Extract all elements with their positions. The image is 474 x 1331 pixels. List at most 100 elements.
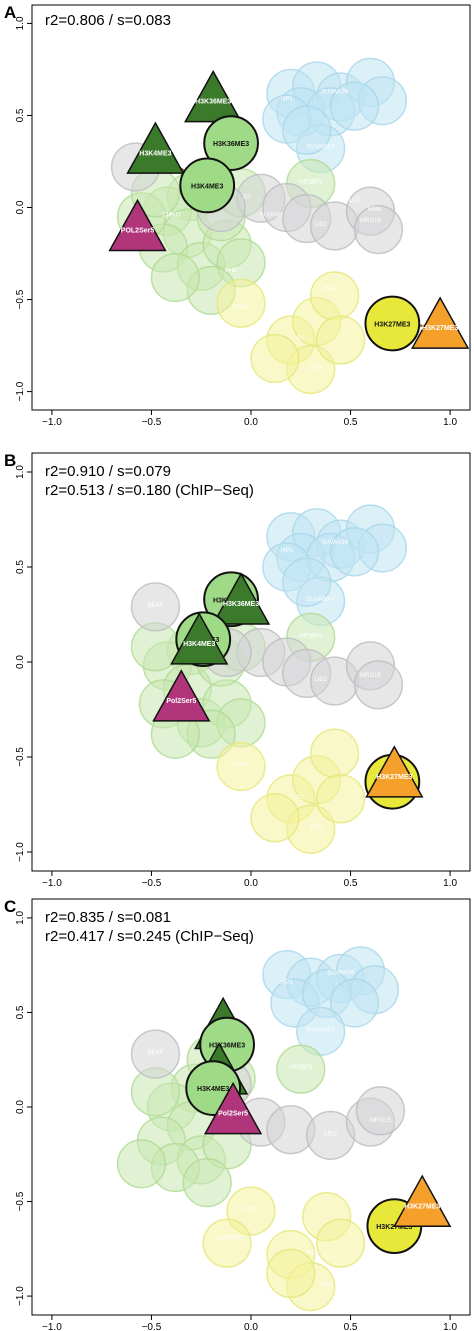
marker-label: H3K27ME3 <box>376 1224 412 1231</box>
yellow-cloud-circle <box>315 315 366 365</box>
gray-cloud-circle <box>353 204 404 255</box>
panel-c: C SUVAR39 HP1 SUVAR3-7 HP1BP3 BEAF LID2 MRG15 D… <box>4 897 471 1331</box>
background-label: DSP1 <box>233 763 249 769</box>
blue-cloud-circle <box>329 978 380 1028</box>
panel-c-stat-2: r2=0.417 / s=0.245 (ChIP−Seq) <box>45 928 254 945</box>
panel-a-letter: A <box>4 3 16 22</box>
gray-cloud-circle <box>130 582 181 632</box>
panel-a-clouds <box>110 57 408 395</box>
panel-a-background-labels: SUVAR39 HP1 SUVAR3-7 HP1BP3 LOT D1 BRM MRG15 LID… <box>163 89 382 371</box>
x-tick-label: −0.5 <box>142 417 162 428</box>
background-label: SUVAR3-7 <box>306 597 336 603</box>
y-tick-label: 0.0 <box>15 200 26 214</box>
marker-label: Pol2Ser5 <box>166 698 196 705</box>
background-label: DSP1 <box>243 1207 259 1213</box>
y-tick-label: 0.5 <box>15 1005 26 1019</box>
marker-label: H3K27ME3 <box>422 325 458 332</box>
marker-triangle <box>184 69 243 123</box>
y-tick-label: −0.5 <box>15 1191 26 1211</box>
y-tick-label: −1.0 <box>15 1286 26 1306</box>
background-label: HP1 <box>281 980 293 986</box>
marker-label: H3K36ME3 <box>213 141 249 148</box>
yellow-cloud-circle <box>216 741 266 792</box>
marker-label: H3K36ME3 <box>195 99 231 106</box>
background-label: PC <box>307 1250 316 1256</box>
background-label: HP1 <box>281 97 293 103</box>
panel-b: B SUVAR39 HP1 SUVAR3-7 HP1BP3 BEAF LID2 MRG15 D… <box>4 451 471 889</box>
panel-b-letter: B <box>4 451 16 470</box>
x-tick-label: 1.0 <box>443 878 457 889</box>
panel-c-background-labels: SUVAR39 HP1 SUVAR3-7 HP1BP3 BEAF LID2 MRG15 DSP… <box>148 971 392 1289</box>
y-tick-label: 0.5 <box>15 108 26 122</box>
x-tick-label: −0.5 <box>142 1322 162 1331</box>
marker-circle <box>203 115 259 171</box>
background-label: E(Z) <box>311 366 323 372</box>
background-label: LOT <box>349 198 361 204</box>
panel-c-letter: C <box>4 897 16 916</box>
marker-circle <box>179 157 236 214</box>
x-tick-label: −0.5 <box>142 878 162 889</box>
background-label: HP1 <box>281 548 293 554</box>
panel-a-axes: −1.0 −0.5 0.0 0.5 1.0 1.0 0.5 0.0 −0.5 −1.0 <box>15 16 457 428</box>
yellow-cloud-circle <box>202 1218 252 1268</box>
background-label: SUVAR39 <box>321 540 349 546</box>
background-label: SUVAR3-7 <box>306 145 336 151</box>
background-label: H3K9ME3 <box>217 1235 245 1241</box>
background-label: SUVAR39 <box>327 971 355 977</box>
x-tick-label: 0.0 <box>244 417 258 428</box>
background-label: LID2 <box>314 222 327 228</box>
marker-label: H3K27ME3 <box>374 321 410 328</box>
green-cloud-circle <box>150 252 200 303</box>
background-label: MRG15 <box>360 218 381 224</box>
y-tick-label: 0.0 <box>15 1100 26 1114</box>
background-label: HP1BP3 <box>299 633 323 639</box>
y-tick-label: 0.5 <box>15 560 26 574</box>
y-tick-label: 1.0 <box>15 16 26 30</box>
yellow-cloud-circle <box>250 333 300 384</box>
yellow-cloud-circle <box>315 774 366 824</box>
panel-c-axes: −1.0 −0.5 0.0 0.5 1.0 1.0 0.5 0.0 −0.5 −1.0 <box>15 911 457 1331</box>
green-cloud-circle <box>182 1157 232 1208</box>
background-label: HP1BP3 <box>289 1065 313 1071</box>
marker-label: H3K27ME3 <box>404 1203 440 1210</box>
background-label: BEAF <box>148 1050 164 1056</box>
background-label: SUVAR39 <box>321 89 349 95</box>
marker-triangle <box>365 745 424 798</box>
background-label: PHD <box>225 268 238 274</box>
x-tick-label: 1.0 <box>443 1322 457 1331</box>
yellow-cloud-circle <box>266 1248 316 1299</box>
blue-cloud-circle <box>329 527 380 577</box>
background-label: CHRO <box>163 213 181 219</box>
marker-circle <box>364 295 421 352</box>
x-tick-label: 0.0 <box>244 878 258 889</box>
marker-triangle <box>393 1174 452 1227</box>
y-tick-label: 1.0 <box>15 465 26 479</box>
background-label: PC <box>297 795 306 801</box>
blue-cloud-circle <box>282 105 332 155</box>
x-tick-label: 0.5 <box>344 417 358 428</box>
panel-b-axes: −1.0 −0.5 0.0 0.5 1.0 1.0 0.5 0.0 −0.5 −1.0 <box>15 465 457 889</box>
x-tick-label: 0.0 <box>244 1322 258 1331</box>
y-tick-label: −1.0 <box>15 842 26 862</box>
gray-cloud-circle <box>355 1086 406 1136</box>
marker-label: H3K27ME3 <box>376 774 412 781</box>
background-label: BRM <box>368 207 381 213</box>
x-tick-label: −1.0 <box>42 417 62 428</box>
yellow-cloud-circle <box>309 728 360 778</box>
panel-b-markers: H3K36ME3H3K36ME3H3K4ME3H3K4ME3Pol2Ser5H3… <box>152 571 424 810</box>
blue-cloud-circle <box>282 557 332 607</box>
yellow-cloud-circle <box>250 793 300 843</box>
panel-b-stat-2: r2=0.513 / s=0.180 (ChIP−Seq) <box>45 482 254 499</box>
x-tick-label: 0.5 <box>344 878 358 889</box>
marker-triangle <box>126 121 185 174</box>
yellow-cloud-circle <box>216 278 266 328</box>
x-tick-label: −1.0 <box>42 878 62 889</box>
marker-label: H3K36ME3 <box>209 1043 245 1050</box>
marker-triangle <box>108 198 167 252</box>
gray-cloud-circle <box>353 660 404 710</box>
marker-label: H3K36ME3 <box>223 601 259 608</box>
background-label: MRG15 <box>370 1118 391 1124</box>
blue-cloud-circle <box>329 81 380 131</box>
green-cloud-circle <box>116 1139 167 1189</box>
